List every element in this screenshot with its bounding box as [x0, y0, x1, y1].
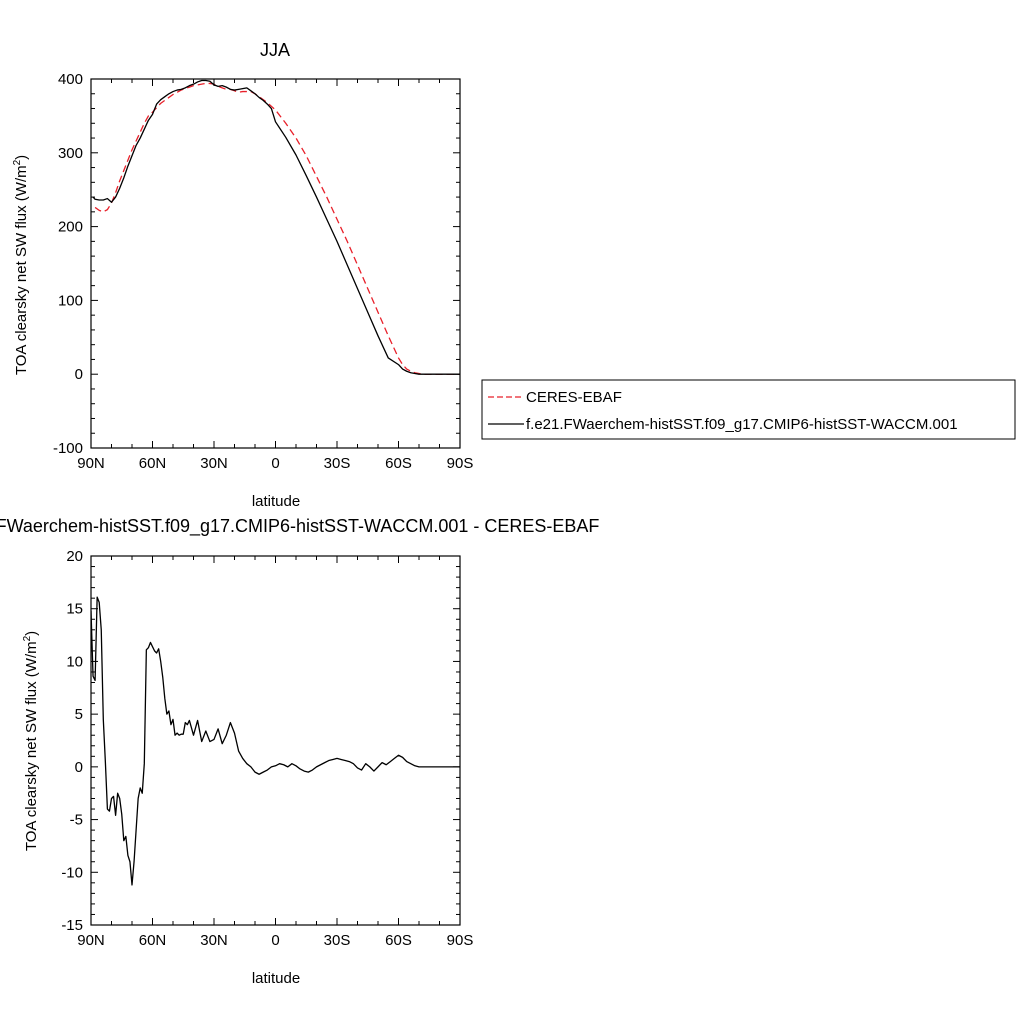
top-y-tick-label: -100 [53, 440, 83, 457]
legend-label-waccm: f.e21.FWaerchem-histSST.f09_g17.CMIP6-hi… [526, 416, 958, 433]
top-y-axis-label: TOA clearsky net SW flux (W/m2) [12, 155, 30, 375]
bottom-x-tick-label: 0 [271, 932, 279, 949]
top-chart-title: JJA [260, 40, 290, 60]
bottom-x-tick-label: 30N [200, 932, 228, 949]
top-chart: JJA 90N 60N 30N 0 30S 60S 90S -100 0 100 200 300 400… [12, 40, 473, 510]
top-x-tick-label: 30N [200, 455, 228, 472]
bottom-y-tick-label: -15 [61, 917, 83, 934]
top-x-tick-label: 90S [447, 455, 474, 472]
bottom-y-tick-label: -5 [70, 812, 83, 829]
bottom-x-tick-label: 90S [447, 932, 474, 949]
bottom-x-tick-label: 30S [324, 932, 351, 949]
bottom-plot-frame [90, 555, 461, 926]
top-y-tick-label: 0 [75, 366, 83, 383]
bottom-y-tick-label: 5 [75, 706, 83, 723]
top-x-tick-label: 60S [385, 455, 412, 472]
top-plot-frame [90, 78, 461, 449]
bottom-series-line-0 [91, 596, 460, 886]
top-plot-area: 90N 60N 30N 0 30S 60S 90S -100 0 100 200 300 400 [53, 71, 473, 472]
top-y-tick-label: 200 [58, 219, 83, 236]
bottom-y-tick-label: 20 [66, 548, 83, 565]
bottom-plot-area: 90N 60N 30N 0 30S 60S 90S -15 -10 -5 0 5 10 15 20 [61, 548, 473, 949]
top-x-tick-label: 90N [77, 455, 105, 472]
legend-label-ceres-ebaf: CERES-EBAF [526, 389, 622, 406]
bottom-x-tick-label: 60S [385, 932, 412, 949]
bottom-x-tick-label: 60N [139, 932, 167, 949]
top-x-tick-label: 60N [139, 455, 167, 472]
top-series-line-0 [94, 82, 460, 375]
bottom-y-tick-label: 0 [75, 759, 83, 776]
bottom-x-axis-label: latitude [252, 970, 300, 987]
legend: CERES-EBAF f.e21.FWaerchem-histSST.f09_g… [481, 379, 1016, 440]
bottom-y-tick-label: 10 [66, 653, 83, 670]
top-x-tick-label: 30S [324, 455, 351, 472]
top-series-line-1 [92, 79, 460, 375]
top-y-tick-label: 400 [58, 71, 83, 88]
top-y-tick-label: 300 [58, 145, 83, 162]
top-x-tick-label: 0 [271, 455, 279, 472]
bottom-y-axis-label: TOA clearsky net SW flux (W/m2) [22, 631, 40, 851]
bottom-chart: f.e21.FWaerchem-histSST.f09_g17.CMIP6-hi… [0, 516, 599, 987]
bottom-x-tick-label: 90N [77, 932, 105, 949]
legend-box [481, 379, 1016, 440]
bottom-chart-title: f.e21.FWaerchem-histSST.f09_g17.CMIP6-hi… [0, 516, 599, 537]
top-x-axis-label: latitude [252, 493, 300, 510]
bottom-y-tick-label: -10 [61, 864, 83, 881]
bottom-y-tick-label: 15 [66, 601, 83, 618]
top-y-tick-label: 100 [58, 292, 83, 309]
